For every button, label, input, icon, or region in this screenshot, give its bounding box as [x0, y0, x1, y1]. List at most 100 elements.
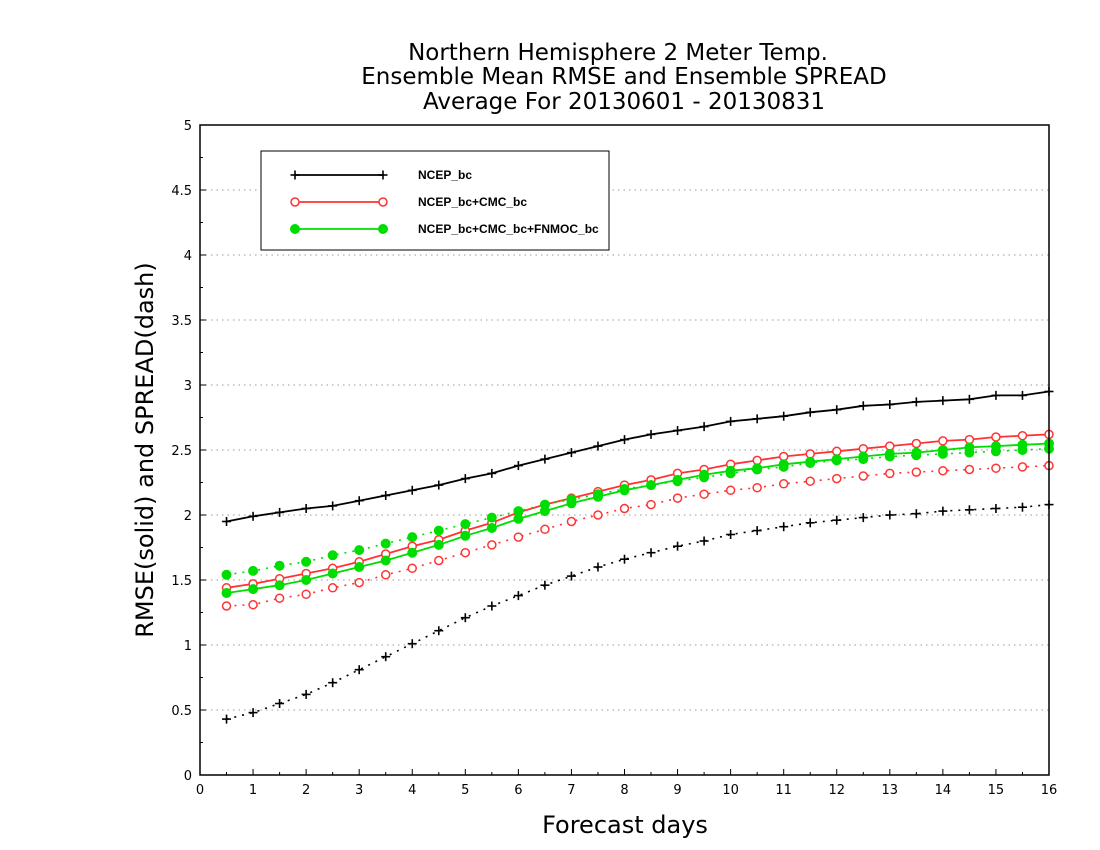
series-2-spread-point-7 — [407, 532, 418, 543]
series-0-spread-point-14 — [593, 562, 603, 572]
series-2-spread-point-5 — [354, 545, 365, 556]
series-2-spread-point-2 — [274, 560, 285, 571]
title-line-2: Ensemble Mean RMSE and Ensemble SPREAD — [361, 64, 886, 90]
series-0-rmse-point-14 — [593, 441, 603, 451]
series-0-rmse-point-28 — [964, 394, 974, 404]
series-2-rmse-point-3 — [301, 575, 312, 585]
series-0-rmse-line — [226, 390, 1050, 523]
series-1-spread-point-0 — [221, 601, 232, 611]
series-2-rmse-point-27 — [937, 445, 948, 455]
x-tick-label-4: 4 — [408, 783, 416, 798]
legend-label-2: NCEP_bc+CMC_bc+FNMOC_bc — [418, 222, 599, 236]
series-2-rmse-point-19 — [725, 465, 736, 476]
legend-marker-start-0 — [290, 170, 300, 180]
series-0-rmse-point-20 — [752, 414, 762, 424]
series-1-spread-point-15 — [619, 503, 630, 514]
x-tick-label-1: 1 — [249, 783, 257, 798]
series-2-rmse-point-8 — [433, 539, 444, 550]
series-0-rmse-point-16 — [646, 429, 656, 439]
series-1-rmse-point-20 — [752, 455, 762, 466]
series-1-spread-point-13 — [566, 516, 577, 527]
series-1-rmse-line — [226, 433, 1050, 589]
y-tick-label-1: 0.5 — [171, 704, 192, 719]
series-layer — [221, 387, 1054, 724]
series-2-spread-point-10 — [486, 512, 497, 523]
legend-label-0: NCEP_bc — [418, 168, 472, 182]
legend-entry-2: NCEP_bc+CMC_bc+FNMOC_bc — [290, 222, 599, 236]
y-tick-label-5: 2.5 — [171, 444, 192, 459]
x-tick-label-15: 15 — [988, 783, 1005, 798]
series-0-rmse-point-12 — [540, 454, 550, 464]
series-1-spread-point-4 — [327, 583, 338, 593]
series-1-spread-point-20 — [752, 482, 762, 493]
series-1-spread-point-2 — [274, 593, 285, 603]
series-2-rmse-point-1 — [248, 584, 259, 595]
series-0-rmse-point-5 — [354, 496, 364, 506]
series-1-spread-point-28 — [964, 464, 975, 475]
series-0-rmse-point-15 — [620, 435, 629, 445]
series-0-rmse-point-29 — [991, 390, 1001, 400]
series-2-rmse-point-21 — [778, 459, 789, 470]
series-1-rmse-point-29 — [991, 432, 1001, 442]
series-1-spread-point-22 — [805, 476, 815, 486]
series-2-rmse-point-22 — [805, 456, 816, 467]
series-0-spread-point-19 — [726, 530, 736, 539]
series-0-spread-point-17 — [673, 541, 683, 551]
y-tick-label-2: 1 — [184, 639, 192, 654]
series-0-rmse-point-2 — [275, 507, 285, 517]
series-1-rmse-point-27 — [938, 436, 948, 446]
x-tick-label-0: 0 — [196, 783, 204, 798]
series-0-spread-point-2 — [275, 699, 285, 708]
series-0-spread-point-26 — [911, 509, 921, 519]
series-0-rmse-point-9 — [460, 474, 470, 484]
series-1-rmse-point-22 — [805, 449, 815, 459]
series-2-rmse-point-2 — [274, 580, 285, 591]
series-0-spread-point-21 — [779, 522, 789, 532]
series-2-rmse-point-6 — [380, 555, 391, 566]
series-2-rmse-point-7 — [407, 547, 418, 558]
series-0-spread-point-7 — [407, 639, 417, 649]
series-0-spread-point-18 — [699, 536, 709, 546]
series-1-spread-point-11 — [513, 532, 524, 542]
series-0-rmse-point-11 — [513, 461, 523, 471]
series-2-rmse-point-12 — [539, 506, 550, 517]
grid — [200, 189, 1049, 711]
x-tick-label-10: 10 — [722, 783, 739, 798]
series-1-spread-point-19 — [725, 485, 736, 496]
series-0-spread-point-1 — [248, 708, 258, 718]
series-1-spread-point-3 — [301, 589, 311, 600]
series-0-spread-point-9 — [460, 613, 470, 623]
series-2-rmse-point-29 — [990, 441, 1001, 452]
series-1-spread-point-26 — [911, 467, 922, 477]
series-2-rmse-point-25 — [884, 448, 895, 459]
series-0-spread-point-3 — [301, 689, 311, 699]
series-0-rmse-point-30 — [1017, 390, 1027, 400]
series-0-rmse-point-19 — [726, 416, 736, 426]
series-0-spread-point-6 — [381, 652, 391, 662]
series-1-rmse-point-26 — [911, 438, 922, 449]
y-tick-label-6: 3 — [184, 379, 192, 394]
series-2-rmse-point-16 — [646, 480, 657, 491]
series-2-spread-point-0 — [221, 569, 232, 580]
x-tick-label-13: 13 — [882, 783, 899, 798]
series-0-rmse-point-24 — [858, 401, 868, 411]
series-0-spread-point-20 — [752, 526, 762, 536]
series-0-spread-point-29 — [991, 504, 1001, 513]
series-1-spread-point-24 — [858, 471, 869, 481]
legend-marker-end-2 — [378, 224, 388, 234]
legend-marker-end-1 — [378, 197, 388, 207]
series-0-rmse-point-23 — [832, 405, 842, 415]
series-2-rmse-point-4 — [327, 568, 338, 579]
series-0-spread-point-10 — [487, 601, 497, 611]
y-tick-label-4: 2 — [184, 509, 192, 524]
x-tick-label-11: 11 — [775, 783, 792, 798]
y-axis-title: RMSE(solid) and SPREAD(dash) — [131, 262, 159, 638]
legend-entry-1: NCEP_bc+CMC_bc — [290, 195, 527, 209]
series-2-spread — [221, 443, 1054, 580]
legend-marker-start-2 — [290, 224, 300, 234]
series-1-spread-point-23 — [832, 473, 842, 484]
series-0-spread-point-25 — [885, 510, 895, 520]
series-2-rmse-point-11 — [513, 513, 524, 524]
series-0-spread-point-24 — [858, 513, 868, 523]
x-axis: 0 1 2 3 4 5 6 7 8 9 10 11 12 13 14 15 16 — [196, 769, 1057, 798]
